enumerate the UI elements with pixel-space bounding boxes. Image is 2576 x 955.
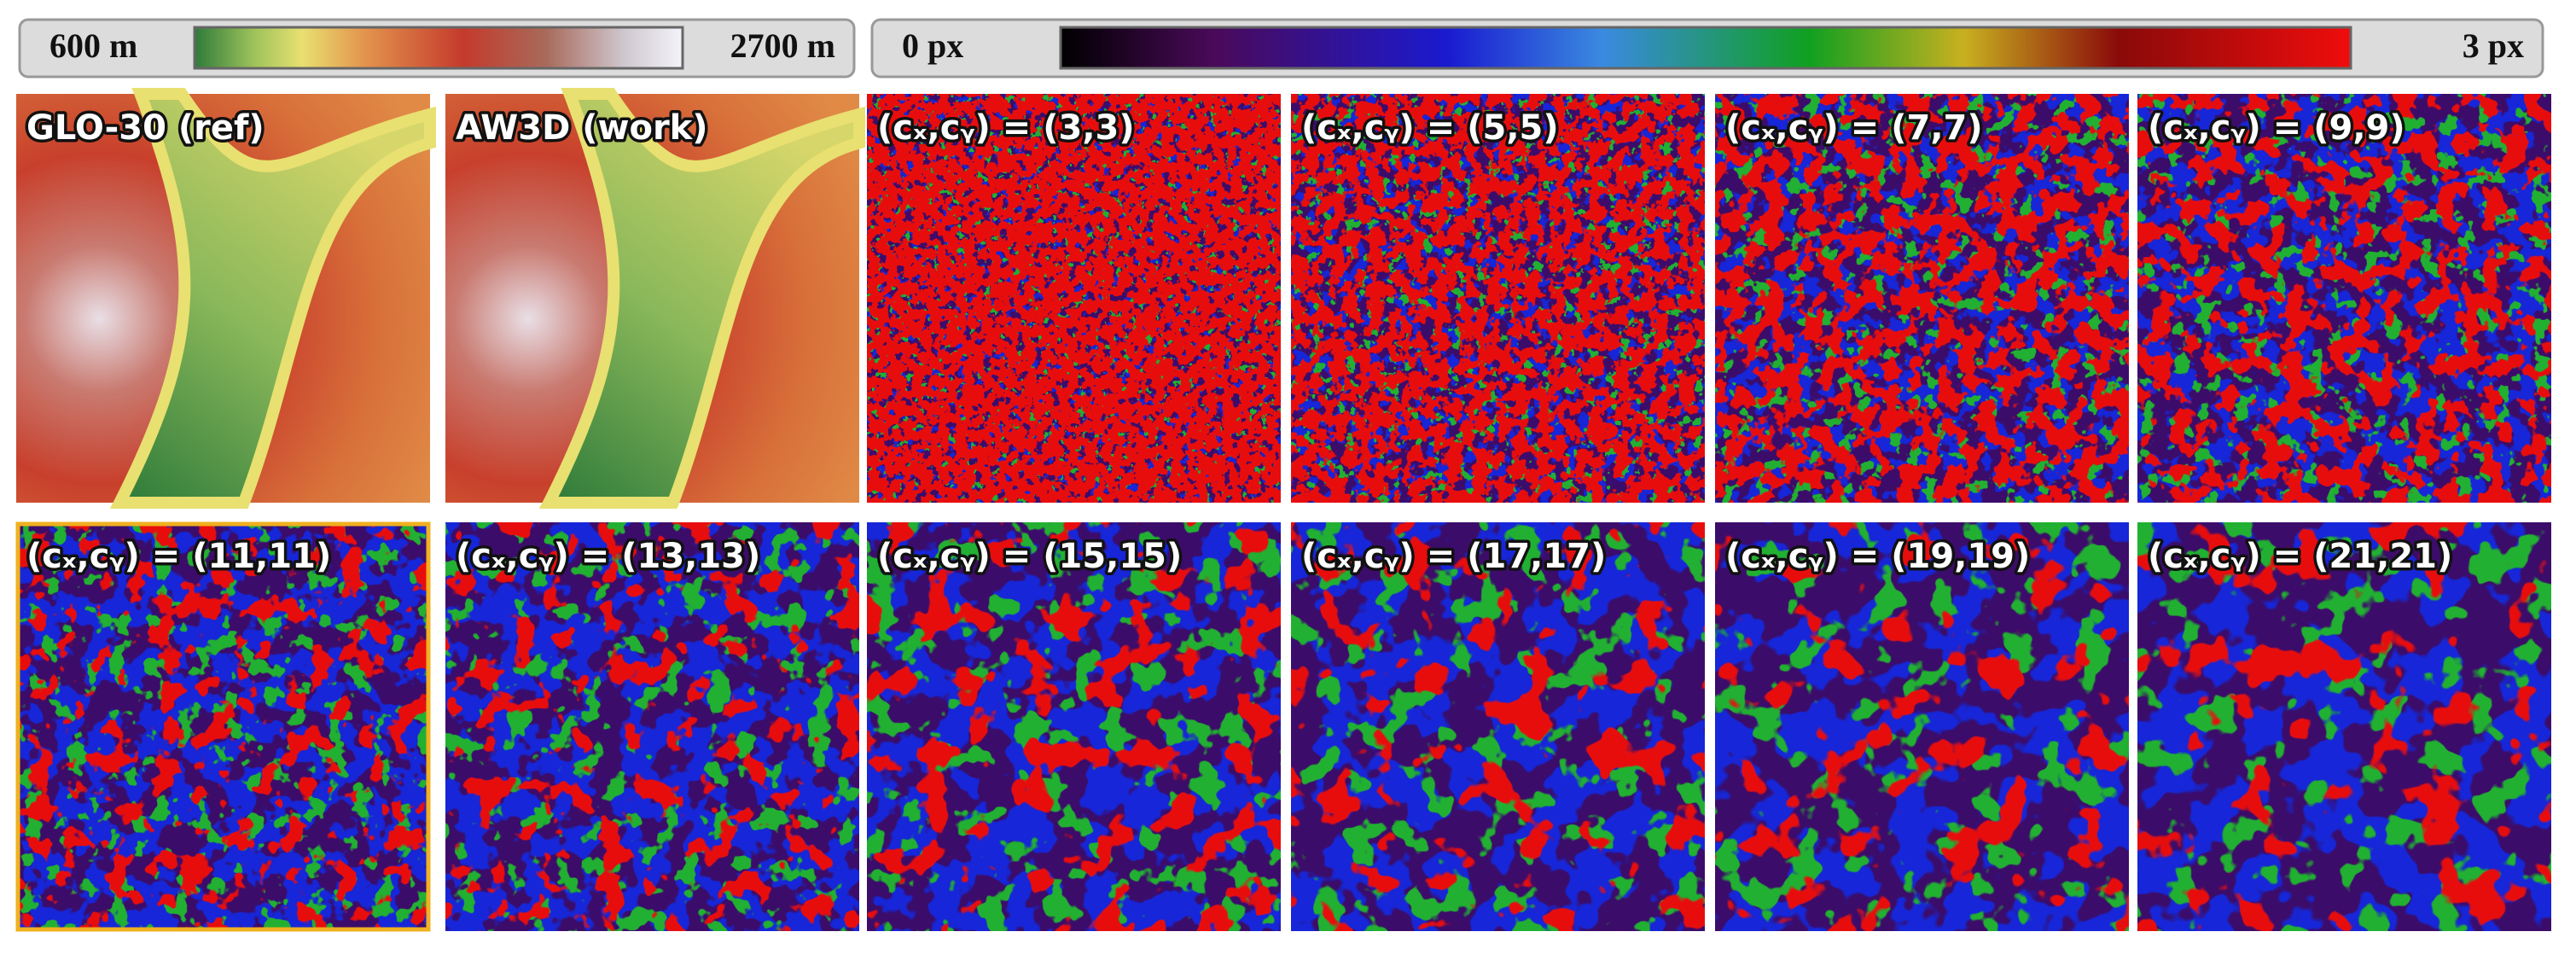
panel-label: (cₓ,cᵧ) = (17,17)	[1301, 537, 1606, 576]
panel: (cₓ,cᵧ) = (19,19)	[1715, 522, 2129, 931]
panel: (cₓ,cᵧ) = (13,13)	[445, 522, 859, 931]
panel-label: AW3D (work)	[456, 108, 708, 148]
panel-label: (cₓ,cᵧ) = (11,11)	[26, 537, 331, 576]
panel-label: (cₓ,cᵧ) = (3,3)	[877, 108, 1135, 148]
error-red	[445, 522, 859, 931]
colorbar	[1059, 26, 2352, 70]
panel-label: GLO-30 (ref)	[26, 108, 265, 148]
highlight-frame	[15, 521, 431, 932]
dem-valley	[538, 88, 865, 509]
colorbar-max-label: 3 px	[2463, 26, 2524, 65]
error-red	[2137, 522, 2551, 931]
error-red	[1715, 94, 2129, 503]
panel: AW3D (work)	[445, 88, 865, 509]
colorbar-min-label: 600 m	[49, 26, 137, 65]
colorbar-min-label: 0 px	[902, 26, 963, 65]
dem-valley	[109, 88, 436, 509]
error-red	[1291, 522, 1705, 931]
error-red	[867, 522, 1281, 931]
error-red	[1291, 94, 1705, 503]
panel-label: (cₓ,cᵧ) = (19,19)	[1725, 537, 2030, 576]
panel: (cₓ,cᵧ) = (21,21)	[2137, 522, 2551, 931]
error-red	[1715, 522, 2129, 931]
panel-label: (cₓ,cᵧ) = (21,21)	[2148, 537, 2452, 576]
panel-label: (cₓ,cᵧ) = (7,7)	[1725, 108, 1983, 148]
error-red	[2137, 94, 2551, 503]
error-red	[867, 94, 1281, 503]
panel: (cₓ,cᵧ) = (11,11)	[15, 521, 431, 932]
colorbar-max-label: 2700 m	[730, 26, 835, 65]
error-red	[16, 522, 430, 931]
panel-label: (cₓ,cᵧ) = (9,9)	[2148, 108, 2405, 148]
panel: (cₓ,cᵧ) = (9,9)	[2137, 94, 2551, 503]
panel: (cₓ,cᵧ) = (3,3)	[867, 94, 1281, 503]
panel: GLO-30 (ref)	[16, 88, 436, 509]
panel: (cₓ,cᵧ) = (17,17)	[1291, 522, 1705, 931]
panel-label: (cₓ,cᵧ) = (13,13)	[456, 537, 760, 576]
colorbar	[193, 26, 684, 70]
panel: (cₓ,cᵧ) = (7,7)	[1715, 94, 2129, 503]
panel-label: (cₓ,cᵧ) = (5,5)	[1301, 108, 1559, 148]
panel-label: (cₓ,cᵧ) = (15,15)	[877, 537, 1182, 576]
panel: (cₓ,cᵧ) = (15,15)	[867, 522, 1281, 931]
panel: (cₓ,cᵧ) = (5,5)	[1291, 94, 1705, 503]
